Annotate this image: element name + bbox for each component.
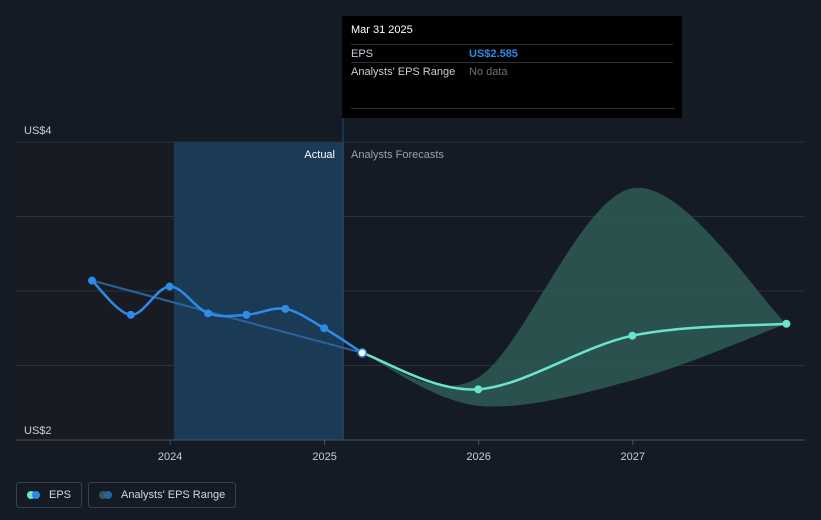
chart-legend: EPS Analysts' EPS Range <box>16 482 237 508</box>
y-tick-label-top: US$4 <box>24 125 52 137</box>
legend-eps-button[interactable]: EPS <box>16 482 83 508</box>
eps-actual-point <box>87 276 96 285</box>
eps-actual-point <box>242 310 251 319</box>
eps-forecast-line <box>361 322 787 391</box>
eps-actual-point <box>165 282 174 291</box>
y-tick-label-bottom: US$2 <box>24 425 52 437</box>
x-tick-label: 2025 <box>312 451 336 463</box>
x-tick-label: 2027 <box>621 451 645 463</box>
eps-highlight-point <box>357 348 367 358</box>
tooltip: Mar 31 2025 EPS US$2.585 Analysts' EPS R… <box>342 16 682 118</box>
legend-range-button[interactable]: Analysts' EPS Range <box>88 482 237 508</box>
tooltip-row-eps: EPS US$2.585 <box>351 44 673 62</box>
eps-forecast-point <box>474 385 483 394</box>
tooltip-divider <box>351 108 675 109</box>
eps-actual-point <box>204 309 213 318</box>
x-tick-label: 2024 <box>158 451 182 463</box>
forecast-label: Analysts Forecasts <box>351 149 444 161</box>
legend-range-label: Analysts' EPS Range <box>121 489 226 501</box>
eps-chart: US$4 US$2 2024 2025 2026 2027 Actual Analysts… <box>16 117 805 463</box>
eps-legend-icon <box>27 491 41 499</box>
tooltip-date: Mar 31 2025 <box>351 24 413 36</box>
legend-eps-label: EPS <box>49 489 72 501</box>
eps-actual-point <box>126 310 135 319</box>
tooltip-row-range: Analysts' EPS Range No data <box>351 62 673 80</box>
eps-forecast-point <box>782 319 791 328</box>
analysts-eps-range-area <box>362 187 787 407</box>
tooltip-range-label: Analysts' EPS Range <box>351 65 456 78</box>
tooltip-range-value: No data <box>469 65 508 78</box>
tooltip-eps-value: US$2.585 <box>469 47 518 60</box>
actual-label: Actual <box>304 149 335 161</box>
eps-forecast-point <box>628 331 637 340</box>
eps-actual-point <box>320 324 329 333</box>
range-legend-icon <box>99 491 113 499</box>
tooltip-eps-label: EPS <box>351 47 374 60</box>
eps-actual-point <box>281 304 290 313</box>
x-tick-label: 2026 <box>466 451 490 463</box>
